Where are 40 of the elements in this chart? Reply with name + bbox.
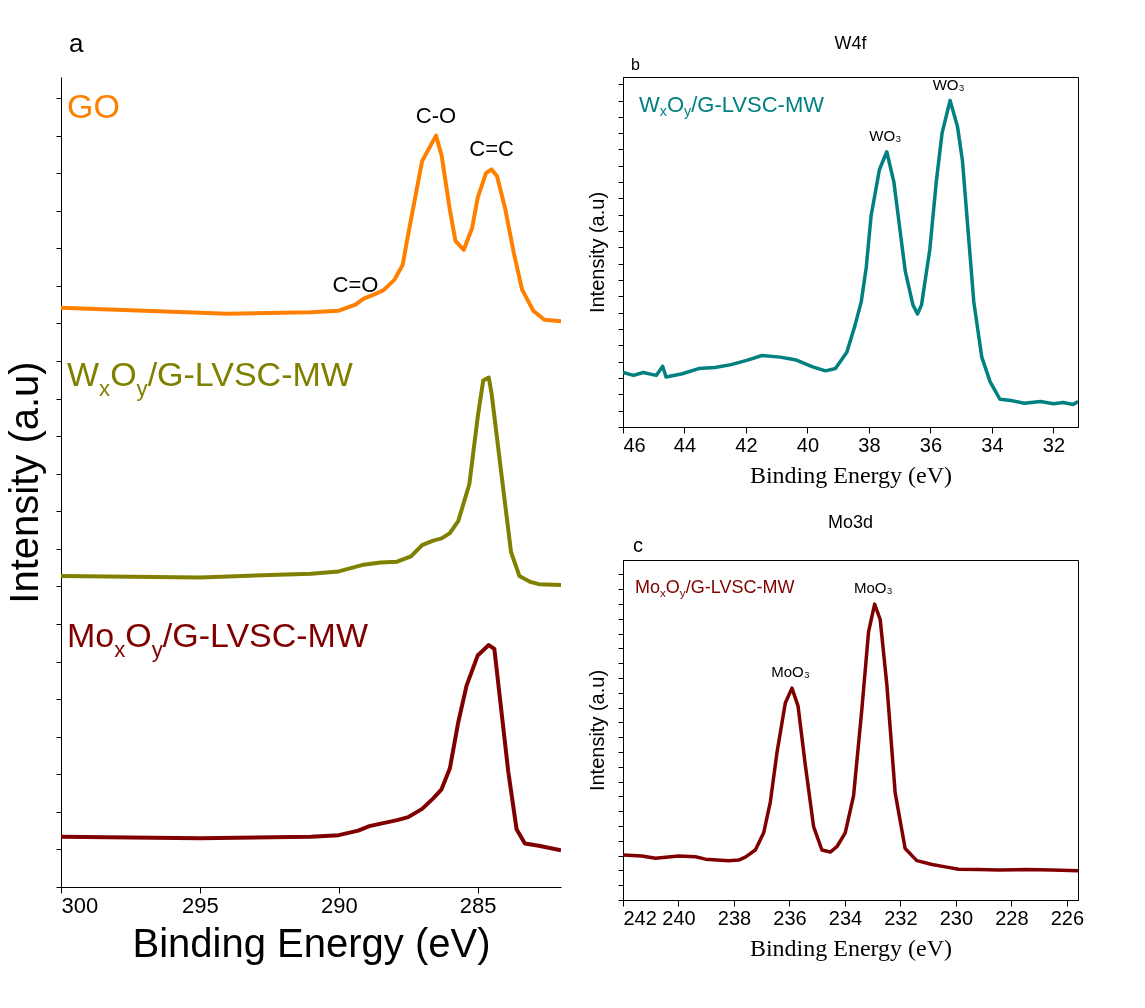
y-axis-title: Intensity (a.u) xyxy=(586,669,608,792)
annotation: WO₃ xyxy=(869,126,902,144)
annotation: WO₃ xyxy=(932,75,965,93)
x-tick-label: 232 xyxy=(884,906,918,929)
x-tick-label: 46 xyxy=(623,433,646,456)
y-axis-title: Intensity (a.u) xyxy=(586,191,608,314)
chart-title: W4f xyxy=(834,33,868,53)
x-tick-label: 40 xyxy=(796,433,820,456)
annotation: C-O xyxy=(415,102,457,128)
x-axis-title: Binding Energy (eV) xyxy=(132,920,491,965)
x-tick-label: 32 xyxy=(1042,433,1066,456)
annotation: C=C xyxy=(469,136,514,162)
x-tick-label: 42 xyxy=(735,433,758,456)
annotation: MoO₃ xyxy=(853,579,893,597)
x-tick-label: 226 xyxy=(1050,906,1085,929)
x-tick-label: 228 xyxy=(995,906,1029,929)
x-tick-label: 236 xyxy=(773,906,807,929)
x-axis-title: Binding Energy (eV) xyxy=(749,461,953,488)
annotation: MoO₃ xyxy=(771,663,810,681)
chart-title: Mo3d xyxy=(827,512,874,532)
x-tick-label: 295 xyxy=(182,892,219,918)
text: c xyxy=(633,534,643,556)
x-tick-label: 34 xyxy=(981,433,1004,456)
x-tick-label: 300 xyxy=(61,892,99,918)
annotation: C=O xyxy=(332,271,379,297)
x-tick-label: 285 xyxy=(459,892,497,918)
y-axis-title: Intensity (a.u) xyxy=(2,361,46,604)
text: b xyxy=(631,56,640,73)
x-tick-label: 44 xyxy=(673,433,697,456)
x-tick-label: 234 xyxy=(828,906,863,929)
x-tick-label: 38 xyxy=(858,433,881,456)
x-tick-label: 36 xyxy=(919,433,943,456)
x-tick-label: 290 xyxy=(320,892,358,918)
x-tick-label: 240 xyxy=(662,906,696,929)
text: GO xyxy=(67,86,120,125)
text: a xyxy=(69,28,84,58)
x-tick-label: 238 xyxy=(717,906,752,929)
x-tick-label: 242 xyxy=(623,906,657,929)
x-tick-label: 230 xyxy=(939,906,974,929)
x-axis-title: Binding Energy (eV) xyxy=(749,934,953,961)
